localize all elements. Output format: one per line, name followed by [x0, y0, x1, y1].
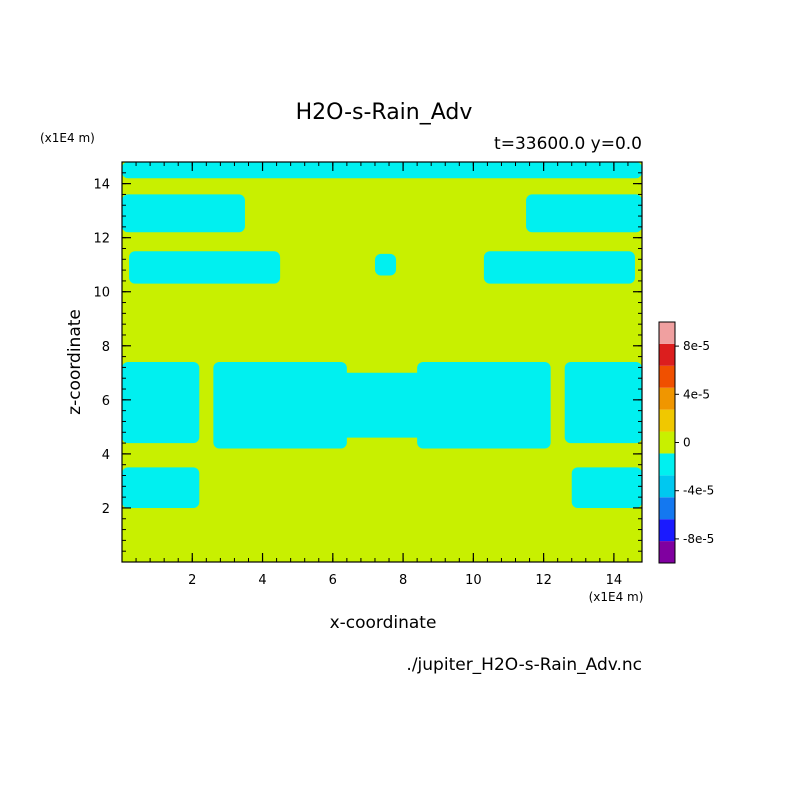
x-tick-label: 8 — [399, 573, 407, 588]
negative-region — [122, 467, 200, 508]
colorbar-labels: 8e-5 4e-5 0 -4e-5 -8e-5 — [675, 339, 714, 546]
colorbar-tick-label: -4e-5 — [683, 484, 714, 498]
negative-region — [213, 362, 347, 449]
plot-frame — [121, 161, 643, 563]
negative-region — [122, 194, 245, 233]
negative-region — [325, 372, 439, 438]
plot-area — [121, 161, 643, 563]
chart-title: H2O-s-Rain_Adv — [296, 100, 473, 125]
colorbar-tick-label: 8e-5 — [683, 339, 710, 353]
y-axis-label: z-coordinate — [65, 309, 85, 415]
colorbar-segment — [659, 322, 675, 344]
colorbar — [658, 321, 676, 564]
x-tick-label: 2 — [188, 573, 196, 588]
colorbar-segment — [659, 497, 675, 520]
y-tick-label: 8 — [102, 340, 110, 355]
y-tick-label: 10 — [93, 286, 110, 301]
colorbar-segment — [659, 541, 675, 563]
y-tick-label: 6 — [102, 394, 110, 409]
y-scale-label: (x1E4 m) — [40, 131, 95, 145]
chart-subtitle: t=33600.0 y=0.0 — [494, 134, 642, 154]
negative-region — [483, 251, 635, 284]
colorbar-segment — [659, 453, 675, 476]
colorbar-segment — [659, 409, 675, 432]
colorbar-tick-label: -8e-5 — [683, 532, 714, 546]
negative-region — [526, 194, 642, 233]
negative-region — [122, 162, 642, 179]
negative-regions — [122, 162, 642, 508]
x-tick-label: 12 — [535, 573, 552, 588]
negative-region — [374, 253, 397, 276]
x-tick-labels: 2 4 6 8 10 12 14 — [188, 573, 622, 588]
y-tick-labels: 2 4 6 8 10 12 14 — [93, 178, 110, 517]
negative-region — [122, 362, 200, 444]
y-tick-label: 14 — [93, 178, 110, 193]
colorbar-tick-label: 4e-5 — [683, 387, 710, 401]
x-tick-label: 14 — [606, 573, 623, 588]
colorbar-segment — [659, 475, 675, 498]
negative-region — [417, 362, 551, 449]
source-file-label: ./jupiter_H2O-s-Rain_Adv.nc — [406, 655, 642, 675]
y-tick-label: 12 — [93, 232, 110, 247]
colorbar-segment — [659, 431, 675, 454]
negative-region — [571, 467, 642, 508]
x-tick-label: 4 — [258, 573, 266, 588]
colorbar-tick-label: 0 — [683, 436, 691, 450]
negative-region — [564, 362, 642, 444]
x-tick-label: 6 — [329, 573, 337, 588]
y-tick-label: 2 — [102, 502, 110, 517]
y-tick-label: 4 — [102, 448, 110, 463]
x-axis-label: x-coordinate — [330, 613, 437, 633]
colorbar-segment — [659, 365, 675, 388]
x-tick-label: 10 — [465, 573, 482, 588]
axis-ticks — [122, 162, 642, 562]
x-scale-label: (x1E4 m) — [589, 590, 644, 604]
colorbar-segment — [659, 387, 675, 410]
colorbar-segment — [659, 343, 675, 366]
negative-region — [129, 251, 281, 284]
colorbar-segment — [659, 519, 675, 542]
